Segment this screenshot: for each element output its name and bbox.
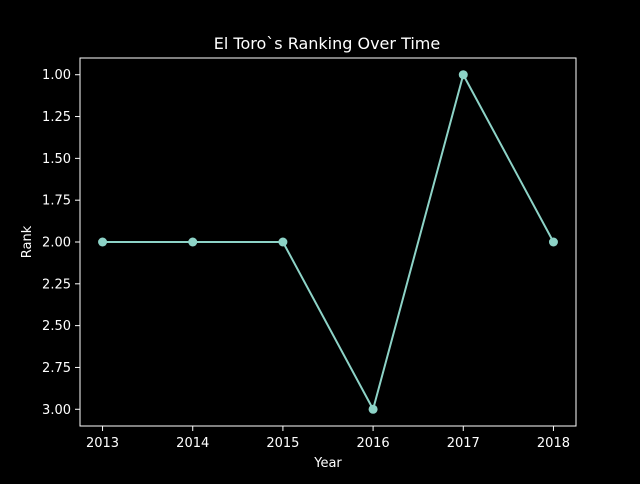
x-tick-label: 2017 [447, 436, 480, 451]
x-axis-label: Year [313, 456, 342, 471]
series-line [102, 73, 555, 411]
x-tick-label: 2015 [266, 436, 299, 451]
y-tick-label: 1.50 [42, 152, 71, 167]
y-tick-label: 2.50 [42, 319, 71, 334]
data-point [98, 237, 108, 247]
x-axis: 2013 2014 2015 2016 2017 2018 [86, 426, 570, 451]
y-tick-label: 3.00 [42, 403, 71, 418]
y-tick-label: 1.75 [42, 194, 71, 209]
x-tick-label: 2018 [537, 436, 570, 451]
data-point [278, 237, 288, 247]
chart-title: El Toro`s Ranking Over Time [214, 34, 440, 53]
data-point [458, 70, 468, 80]
x-tick-label: 2014 [176, 436, 209, 451]
x-tick-label: 2013 [86, 436, 119, 451]
x-tick-label: 2016 [357, 436, 390, 451]
y-tick-label: 1.25 [42, 110, 71, 125]
y-axis-label: Rank [20, 225, 35, 258]
series-layer [98, 70, 558, 414]
y-tick-label: 2.75 [42, 361, 71, 376]
y-tick-label: 2.00 [42, 236, 71, 251]
data-point [368, 404, 378, 414]
data-point [548, 237, 558, 247]
y-tick-label: 2.25 [42, 277, 71, 292]
y-tick-label: 1.00 [42, 68, 71, 83]
data-point [188, 237, 198, 247]
y-axis: 1.00 1.25 1.50 1.75 2.00 2.25 2.50 2.75 3.00 [42, 68, 80, 418]
